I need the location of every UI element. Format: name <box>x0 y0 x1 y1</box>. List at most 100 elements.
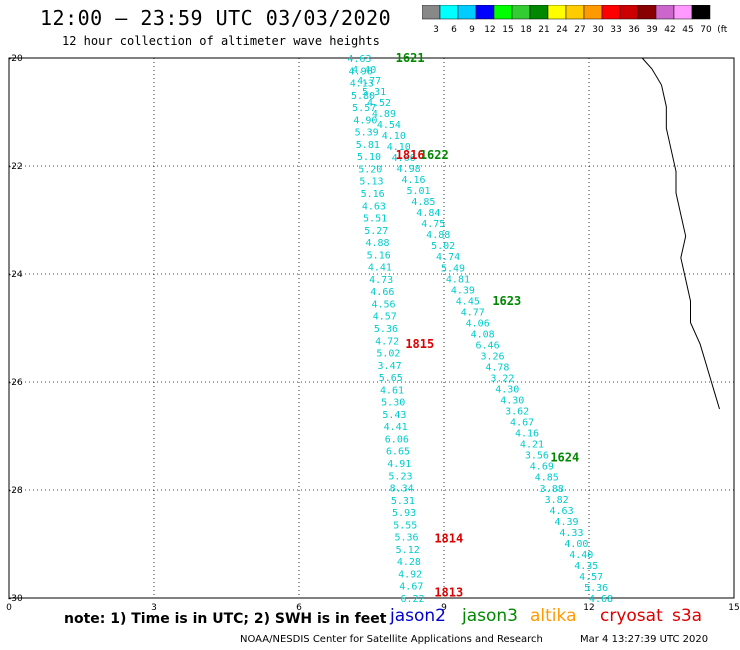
track-b-value: 4.45 <box>456 296 480 307</box>
footer-timestamp: Mar 4 13:27:39 UTC 2020 <box>580 634 709 645</box>
track-b-value: 4.69 <box>530 462 554 473</box>
track-a-value: 5.55 <box>393 520 417 531</box>
track-a-value: 4.57 <box>373 312 397 323</box>
satellite-jason2: jason2 <box>390 606 446 626</box>
track-a-value: 5.57 <box>352 103 376 114</box>
track-a-value: 4.41 <box>368 263 392 274</box>
track-b-value: 4.81 <box>446 274 470 285</box>
track-b-value: 5.02 <box>431 241 455 252</box>
track-a-value: 6.06 <box>385 434 409 445</box>
track-a-value: 4.91 <box>387 459 411 470</box>
pass-label: 1621 <box>396 51 425 65</box>
legend-label: 39 <box>646 25 658 35</box>
track-a-value: 5.13 <box>359 177 383 188</box>
track-b-value: 4.39 <box>554 517 578 528</box>
y-tick-label: -28 <box>8 486 23 496</box>
track-b-value: 3.22 <box>490 374 514 385</box>
track-a-value: 5.36 <box>394 533 418 544</box>
legend-label: 12 <box>484 25 495 35</box>
legend-label: 15 <box>502 25 513 35</box>
track-a-value: 5.16 <box>367 250 391 261</box>
track-a-value: 4.61 <box>380 385 404 396</box>
pass-label: 1816 <box>396 148 425 162</box>
track-b-value: 4.35 <box>574 561 598 572</box>
track-b-value: 4.77 <box>357 76 381 87</box>
track-a-value: 5.39 <box>355 128 379 139</box>
track-b-value: 4.63 <box>550 506 574 517</box>
track-a-value: 4.73 <box>369 275 393 286</box>
legend-label: 24 <box>556 25 568 35</box>
legend-label: 42 <box>664 25 675 35</box>
track-b-value: 4.30 <box>500 396 524 407</box>
x-tick-label: 3 <box>151 603 157 610</box>
track-a-value: 5.20 <box>358 164 382 175</box>
track-a-value: 5.10 <box>357 152 381 163</box>
pass-label: 1624 <box>550 451 579 465</box>
track-a-value: 5.81 <box>356 140 380 151</box>
legend-label: 6 <box>451 25 457 35</box>
track-a-value: 3.47 <box>378 361 402 372</box>
track-b-value: 4.40 <box>569 550 593 561</box>
track-a-value: 5.16 <box>361 189 385 200</box>
track-b-value: 5.49 <box>441 263 465 274</box>
legend-label: 70 <box>700 25 712 35</box>
track-a-value: 4.56 <box>372 299 396 310</box>
legend-label: 27 <box>574 25 585 35</box>
track-b-value: 4.30 <box>495 385 519 396</box>
track-a-value: 4.41 <box>384 422 408 433</box>
track-b-value: 4.85 <box>411 197 435 208</box>
satellite-altika: altika <box>530 606 577 626</box>
track-b-value: 4.57 <box>579 572 603 583</box>
x-tick-label: 0 <box>6 603 12 610</box>
track-b-value: 4.08 <box>471 329 495 340</box>
legend-label: 30 <box>592 25 604 35</box>
track-a-value: 5.31 <box>391 496 415 507</box>
track-b-value: 4.21 <box>520 440 544 451</box>
track-b-value: 4.16 <box>402 175 426 186</box>
track-a-value: 4.63 <box>362 201 386 212</box>
pass-label: 1622 <box>420 148 449 162</box>
legend-swatch <box>691 5 711 20</box>
track-b-value: 4.52 <box>367 98 391 109</box>
track-b-value: 4.33 <box>559 528 583 539</box>
x-tick-label: 12 <box>583 603 594 610</box>
track-b-value: 4.84 <box>416 208 440 219</box>
track-a-value: 4.28 <box>397 557 421 568</box>
legend-label: 45 <box>682 25 693 35</box>
track-b-value: 3.82 <box>545 495 569 506</box>
track-a-value: 4.67 <box>399 582 423 593</box>
track-b-value: 4.68 <box>589 594 613 605</box>
legend-label: (ft) <box>717 25 728 35</box>
track-b-value: 4.66 <box>392 153 416 164</box>
track-a-value: 5.43 <box>382 410 406 421</box>
track-b-value: 4.74 <box>436 252 460 263</box>
track-b-value: 4.85 <box>535 473 559 484</box>
y-tick-label: -26 <box>8 378 23 388</box>
pass-label: 1813 <box>434 586 463 600</box>
pass-label: 1814 <box>434 532 463 546</box>
satellite-s3a: s3a <box>672 606 703 626</box>
track-b-value: 3.26 <box>480 351 504 362</box>
track-a-value: 5.30 <box>381 398 405 409</box>
legend-label: 9 <box>469 25 475 35</box>
legend-label: 36 <box>628 25 640 35</box>
track-b-value: 4.16 <box>515 429 539 440</box>
track-a-value: 4.88 <box>365 238 389 249</box>
track-a-value: 5.80 <box>351 91 375 102</box>
track-a-value: 8.34 <box>390 484 414 495</box>
coastline <box>641 57 720 410</box>
track-a-value: 5.23 <box>388 471 412 482</box>
track-b-value: 3.88 <box>540 484 564 495</box>
track-b-value: 3.56 <box>525 451 549 462</box>
page-subtitle: 12 hour collection of altimeter wave hei… <box>62 34 380 48</box>
y-tick-label: -24 <box>8 270 23 280</box>
x-tick-label: 6 <box>296 603 302 610</box>
track-a-value: 5.93 <box>392 508 416 519</box>
page-title: 12:00 – 23:59 UTC 03/03/2020 <box>40 6 392 30</box>
legend-label: 18 <box>520 25 532 35</box>
x-tick-label: 9 <box>441 603 447 610</box>
track-b-value: 5.36 <box>584 583 608 594</box>
pass-label: 1815 <box>405 337 434 351</box>
track-b-value: 4.00 <box>564 539 588 550</box>
track-a-value: 6.65 <box>386 447 410 458</box>
